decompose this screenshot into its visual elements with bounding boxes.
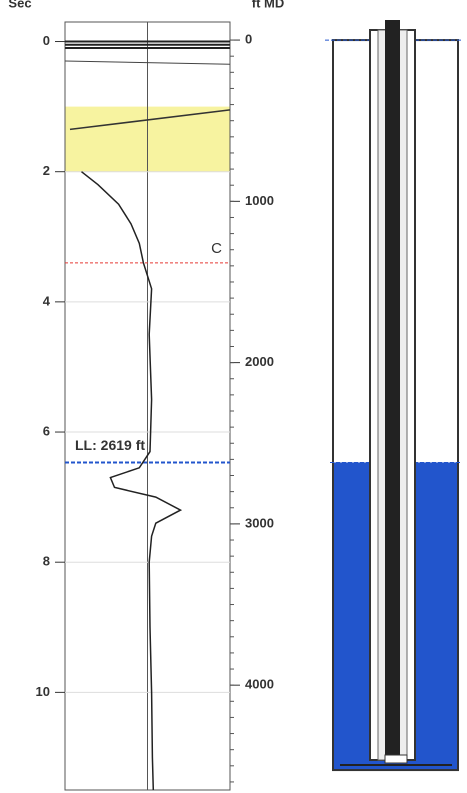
- y-tick-label: 6: [43, 423, 50, 438]
- y-tick-label: 10: [36, 684, 50, 699]
- y2-tick-label: 2000: [245, 354, 274, 369]
- rod: [385, 20, 400, 755]
- surface-trace: [69, 109, 231, 131]
- y-tick-label: 4: [43, 293, 51, 308]
- y2-tick-label: 1000: [245, 193, 274, 208]
- echo-trace: [81, 171, 183, 791]
- collar-label: C: [211, 240, 222, 257]
- y2-tick-label: 0: [245, 32, 252, 47]
- surface-trace: [64, 60, 231, 65]
- y-axis-label: Sec: [8, 0, 31, 10]
- y-tick-label: 0: [43, 33, 50, 48]
- y-tick-label: 2: [43, 163, 50, 178]
- pump: [384, 754, 408, 764]
- y2-axis-label: ft MD: [252, 0, 285, 10]
- y2-tick-label: 3000: [245, 515, 274, 530]
- y2-tick-label: 4000: [245, 677, 274, 692]
- y-tick-label: 8: [43, 554, 50, 569]
- fluid-level-label: LL: 2619 ft: [75, 437, 145, 453]
